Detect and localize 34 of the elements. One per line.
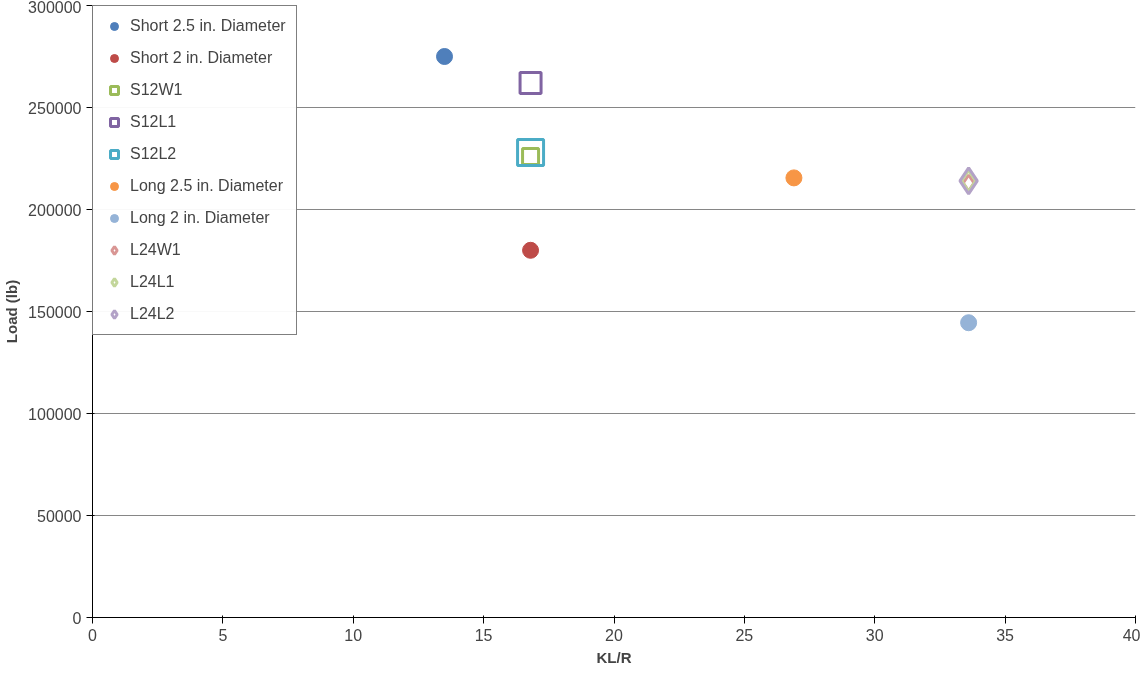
y-tick-label: 0 <box>72 609 82 627</box>
y-tick-label: 300000 <box>28 0 82 16</box>
point <box>960 314 978 332</box>
x-axis-title: KL/R <box>596 648 632 666</box>
x-tick-label: 5 <box>218 626 228 644</box>
x-tick-label: 30 <box>865 626 884 644</box>
point <box>436 48 454 65</box>
point <box>785 169 803 187</box>
y-tick-label: 200000 <box>28 201 82 219</box>
legend-label: S12L1 <box>130 112 177 132</box>
x-tick-label: 35 <box>996 626 1015 644</box>
legend-label: L24L1 <box>130 272 175 292</box>
x-tick-label: 15 <box>474 626 493 644</box>
y-tick-label: 100000 <box>28 405 82 423</box>
y-tick-label: 150000 <box>28 303 82 321</box>
legend-label: L24W1 <box>130 240 181 260</box>
y-tick-label: 50000 <box>37 507 82 525</box>
x-tick-label: 0 <box>88 626 98 644</box>
legend-label: L24L2 <box>130 304 175 324</box>
y-axis-title: Load (lb) <box>3 279 21 344</box>
x-tick-label: 10 <box>344 626 363 644</box>
x-tick-label: 25 <box>735 626 754 644</box>
point <box>516 137 546 167</box>
point <box>522 241 540 259</box>
legend-label: Long 2 in. Diameter <box>130 208 270 228</box>
legend-label: S12L2 <box>130 144 177 164</box>
x-tick-label: 20 <box>605 626 623 644</box>
legend-label: Short 2.5 in. Diameter <box>130 16 286 36</box>
legend-label: Short 2 in. Diameter <box>130 48 273 68</box>
legend-label: S12W1 <box>130 80 183 100</box>
x-tick-label: 40 <box>1122 626 1141 644</box>
y-tick-label: 250000 <box>28 99 82 117</box>
point <box>518 71 543 96</box>
legend-label: Long 2.5 in. Diameter <box>130 176 283 196</box>
